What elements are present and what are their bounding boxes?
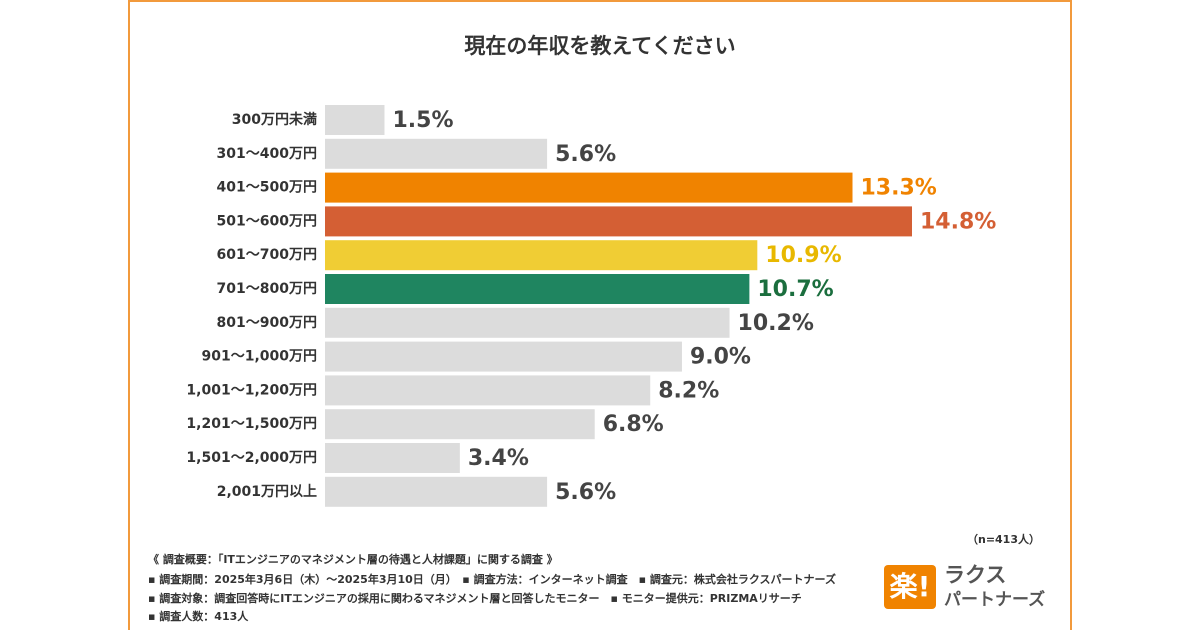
value-label: 5.6%: [555, 480, 616, 505]
bar: [325, 138, 548, 169]
chart-title: 現在の年収を教えてください: [464, 34, 735, 58]
logo-mark: 楽!: [890, 570, 931, 603]
bar: [325, 274, 750, 304]
bar: [325, 105, 385, 135]
note: ▪ 調査対象：調査回答時にITエンジニアの採用に関わるマネジメント層と回答したモ…: [148, 591, 802, 605]
category-label: 701〜800万円: [217, 281, 317, 297]
value-label: 14.8%: [920, 209, 996, 234]
value-label: 8.2%: [658, 378, 719, 403]
logo-box: [884, 565, 936, 609]
value-label: 13.3%: [861, 176, 937, 201]
note: ▪ 調査人数：413人: [148, 609, 249, 623]
logo-text: ラクス: [944, 563, 1006, 587]
bar: [325, 341, 682, 372]
note: 《 調査概要：「ITエンジニアのマネジメント層の待遇と人材課題」に関する調査 》: [148, 552, 558, 566]
bar: [325, 375, 651, 406]
category-label: 501〜600万円: [217, 213, 317, 229]
category-label: 601〜700万円: [217, 247, 317, 263]
sample-note: （n=413人）: [967, 532, 1040, 546]
value-label: 10.2%: [738, 311, 814, 336]
value-label: 6.8%: [603, 412, 664, 437]
value-label: 9.0%: [690, 345, 751, 370]
category-label: 2,001万円以上: [217, 484, 317, 500]
category-label: 801〜900万円: [217, 315, 317, 331]
bar: [325, 476, 548, 507]
bar: [325, 172, 853, 203]
value-label: 5.6%: [555, 142, 616, 167]
bar: [325, 240, 758, 271]
category-label: 1,501〜2,000万円: [186, 450, 317, 466]
value-label: 3.4%: [468, 446, 529, 471]
value-label: 10.7%: [757, 277, 833, 302]
category-label: 901〜1,000万円: [201, 349, 317, 365]
value-label: 10.9%: [765, 243, 841, 268]
value-label: 1.5%: [392, 108, 453, 133]
bar: [325, 206, 912, 237]
note: ▪ 調査期間：2025年3月6日（木）〜2025年3月10日（月） ▪ 調査方法…: [148, 572, 836, 586]
category-label: 1,001〜1,200万円: [186, 382, 317, 398]
bar: [325, 409, 595, 440]
category-label: 300万円未満: [232, 111, 317, 128]
category-label: 1,201〜1,500万円: [186, 416, 317, 432]
logo-text: パートナーズ: [944, 589, 1045, 610]
category-label: 401〜500万円: [217, 180, 317, 196]
bar: [325, 307, 730, 338]
category-label: 301〜400万円: [217, 146, 317, 162]
bar: [325, 443, 460, 473]
